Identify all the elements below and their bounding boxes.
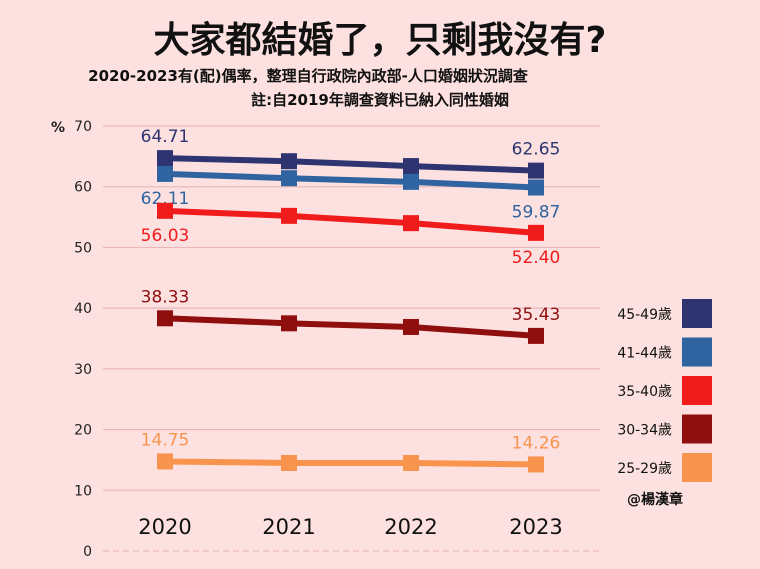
series-41-44歲: 62.11 59.87 [141,165,561,223]
data-point [281,454,297,471]
data-point [157,202,173,219]
data-label: 64.71 [141,127,190,147]
data-point [157,165,173,182]
data-label: 14.75 [141,430,190,450]
legend-label: 41-44歲 [617,346,672,362]
x-tick-label: 2023 [509,515,562,539]
y-tick-label: 0 [83,544,92,560]
data-point [403,454,419,471]
series-line [164,315,537,339]
legend-swatch [682,299,712,328]
data-label: 52.40 [512,248,561,268]
chart-note: 註:自2019年調查資料已納入同性婚姻 [251,91,509,109]
data-point [528,224,544,241]
data-point [281,315,297,332]
legend-label: 45-49歲 [617,307,672,323]
data-point [157,310,173,327]
y-tick-label: 60 [74,180,92,196]
data-label: 62.11 [141,189,190,209]
y-tick-label: 40 [74,301,92,317]
legend-label: 35-40歲 [617,384,672,400]
data-point [281,170,297,187]
data-point [403,318,419,335]
series-45-49歲: 64.71 62.65 [141,127,561,179]
data-point [528,162,544,179]
data-point [281,207,297,224]
series-line [164,170,537,191]
legend-swatch [682,337,712,367]
y-tick-label: 20 [74,423,92,439]
data-point [157,453,173,470]
series-35-40歲: 56.03 52.40 [141,202,561,268]
data-label: 38.33 [141,287,190,307]
series-25-29歲: 14.75 14.26 [141,430,561,473]
legend-swatch [682,376,712,405]
series-line [164,155,537,174]
data-point [528,456,544,473]
x-tick-label: 2021 [262,515,315,539]
y-axis-unit: % [51,120,65,136]
legend-swatch [682,414,712,444]
data-label: 14.26 [512,433,561,453]
series-line [164,458,537,468]
credit: @楊漢章 [627,491,683,508]
y-tick-label: 70 [74,119,92,135]
y-tick-label: 30 [74,362,92,378]
y-tick-label: 50 [74,240,92,256]
legend-swatch [682,453,712,482]
data-label: 56.03 [141,226,190,246]
data-point [157,150,173,167]
data-point [403,158,419,175]
data-point [403,215,419,232]
data-point [528,179,544,196]
x-tick-label: 2022 [384,515,437,539]
data-label: 59.87 [512,203,561,223]
y-tick-label: 10 [74,483,92,499]
data-label: 35.43 [512,305,561,325]
series-line [164,207,537,236]
data-point [528,327,544,344]
x-tick-label: 2020 [138,515,191,539]
chart-subtitle: 2020-2023有(配)偶率，整理自行政院內政部-人口婚姻狀況調查 [88,67,529,85]
series-30-34歲: 38.33 35.43 [141,287,561,344]
data-label: 62.65 [512,140,561,160]
data-point [281,153,297,170]
legend-label: 30-34歲 [617,423,672,439]
chart-title: 大家都結婚了，只剩我沒有? [154,20,607,61]
data-point [403,173,419,190]
legend-label: 25-29歲 [617,461,672,477]
